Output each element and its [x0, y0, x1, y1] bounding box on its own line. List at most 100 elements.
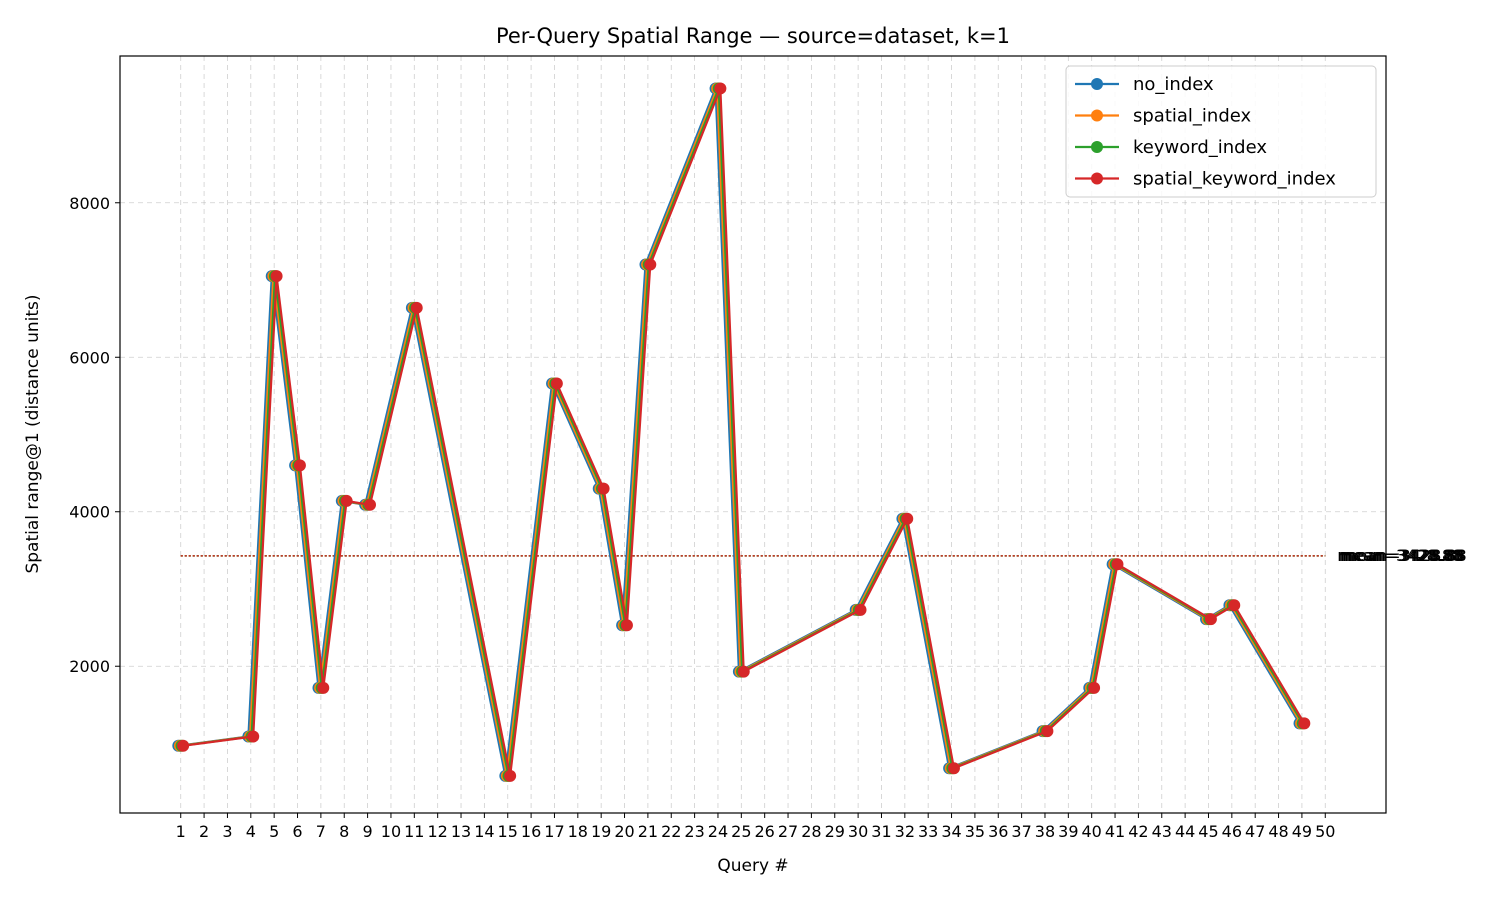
- x-tick-label: 36: [988, 822, 1008, 841]
- x-tick-label: 20: [614, 822, 634, 841]
- legend-entry-label: spatial_index: [1133, 106, 1252, 127]
- legend-swatch-marker: [1091, 141, 1103, 153]
- data-point: [620, 619, 633, 632]
- x-tick-label: 25: [731, 822, 751, 841]
- mean-label: mean=3428.88: [1337, 546, 1462, 565]
- x-tick-label: 30: [848, 822, 868, 841]
- x-tick-label: 31: [871, 822, 891, 841]
- legend: no_index spatial_index keyword_indexspatia…: [1065, 65, 1377, 198]
- series-line: [182, 87, 1306, 778]
- legend-swatch-marker: [1091, 172, 1103, 185]
- x-tick-label: 42: [1128, 822, 1148, 841]
- data-point: [854, 603, 867, 616]
- data-point: [247, 730, 260, 743]
- x-tick-label: 19: [591, 822, 611, 841]
- grid: [120, 56, 1386, 813]
- series-lines: [172, 82, 1311, 782]
- x-tick-label: 46: [1222, 822, 1242, 841]
- x-tick-label: 3: [222, 822, 232, 841]
- data-point: [1041, 725, 1054, 738]
- data-point: [270, 270, 283, 283]
- x-tick-label: 2: [199, 822, 209, 841]
- data-point: [363, 498, 376, 511]
- x-tick-label: 24: [708, 822, 728, 841]
- legend-box: [1065, 65, 1377, 198]
- data-point: [340, 494, 353, 507]
- x-tick-label: 6: [292, 822, 302, 841]
- y-tick-label: 2000: [69, 657, 110, 676]
- series-line: [178, 87, 1301, 778]
- mean-label: mean=3428.88: [1339, 546, 1464, 565]
- x-tick-label: 38: [1035, 822, 1055, 841]
- y-axis-label: Spatial range@1 (distance units): [23, 294, 43, 573]
- data-point: [317, 681, 330, 694]
- data-point: [550, 377, 563, 390]
- x-tick-label: 48: [1268, 822, 1288, 841]
- y-axis-ticks: 2000 4000 6000 8000: [69, 194, 120, 676]
- x-tick-label: 23: [684, 822, 704, 841]
- x-tick-label: 28: [801, 822, 821, 841]
- x-axis-ticks: 1 2 3 4 5 6 7 8 9 10 11 12 13 14 15 16 17 18 19 20 21 22 23 24 2…: [176, 813, 1335, 841]
- x-tick-label: 41: [1105, 822, 1125, 841]
- data-point: [644, 258, 657, 271]
- x-tick-label: 18: [568, 822, 588, 841]
- x-tick-label: 43: [1152, 822, 1172, 841]
- x-tick-label: 32: [895, 822, 915, 841]
- x-tick-label: 37: [1011, 822, 1031, 841]
- mean-label: mean=3428.88: [1342, 546, 1467, 565]
- x-tick-label: 27: [778, 822, 798, 841]
- x-tick-label: 39: [1058, 822, 1078, 841]
- x-tick-label: 47: [1245, 822, 1265, 841]
- legend-swatch-marker: [1091, 78, 1103, 90]
- y-tick-label: 8000: [69, 194, 110, 213]
- x-tick-label: 44: [1175, 822, 1195, 841]
- x-tick-label: 17: [544, 822, 564, 841]
- series-line: [181, 87, 1304, 778]
- legend-entry-label: no_index: [1133, 74, 1214, 95]
- x-tick-label: 7: [316, 822, 326, 841]
- x-tick-label: 50: [1315, 822, 1335, 841]
- x-tick-label: 1: [176, 822, 186, 841]
- mean-lines: mean=3428.88mean=3428.88mean=3428.88mean…: [180, 546, 1467, 565]
- x-tick-label: 10: [381, 822, 401, 841]
- data-point: [901, 512, 914, 525]
- chart-title: Per-Query Spatial Range — source=dataset…: [496, 24, 1010, 48]
- x-tick-label: 4: [246, 822, 256, 841]
- data-point: [177, 739, 190, 752]
- data-point: [1228, 599, 1241, 612]
- mean-label: mean=3428.88: [1340, 546, 1465, 565]
- x-tick-label: 33: [918, 822, 938, 841]
- legend-entry-label: keyword_index: [1133, 137, 1267, 158]
- x-tick-label: 34: [941, 822, 961, 841]
- x-tick-label: 40: [1082, 822, 1102, 841]
- x-tick-label: 45: [1198, 822, 1218, 841]
- data-point: [714, 82, 727, 95]
- data-point: [947, 762, 960, 775]
- data-point: [504, 769, 517, 782]
- series-line: [179, 87, 1303, 778]
- x-tick-label: 14: [474, 822, 494, 841]
- data-point: [737, 665, 750, 678]
- x-tick-label: 12: [427, 822, 447, 841]
- y-tick-label: 6000: [69, 348, 110, 367]
- x-tick-label: 49: [1292, 822, 1312, 841]
- data-point: [410, 301, 423, 314]
- x-tick-label: 13: [451, 822, 471, 841]
- data-point: [1088, 681, 1101, 694]
- legend-entry-label: spatial_keyword_index: [1133, 169, 1336, 190]
- x-tick-label: 29: [825, 822, 845, 841]
- x-tick-label: 9: [363, 822, 373, 841]
- x-axis-label: Query #: [717, 856, 788, 876]
- x-tick-label: 26: [754, 822, 774, 841]
- legend-swatch-marker: [1091, 109, 1103, 122]
- x-tick-label: 11: [404, 822, 424, 841]
- x-tick-label: 21: [638, 822, 658, 841]
- data-point: [1298, 717, 1311, 730]
- x-tick-label: 35: [965, 822, 985, 841]
- data-point: [293, 459, 306, 472]
- plot-frame: [119, 55, 1387, 814]
- x-tick-label: 15: [498, 822, 518, 841]
- data-point: [1204, 613, 1217, 626]
